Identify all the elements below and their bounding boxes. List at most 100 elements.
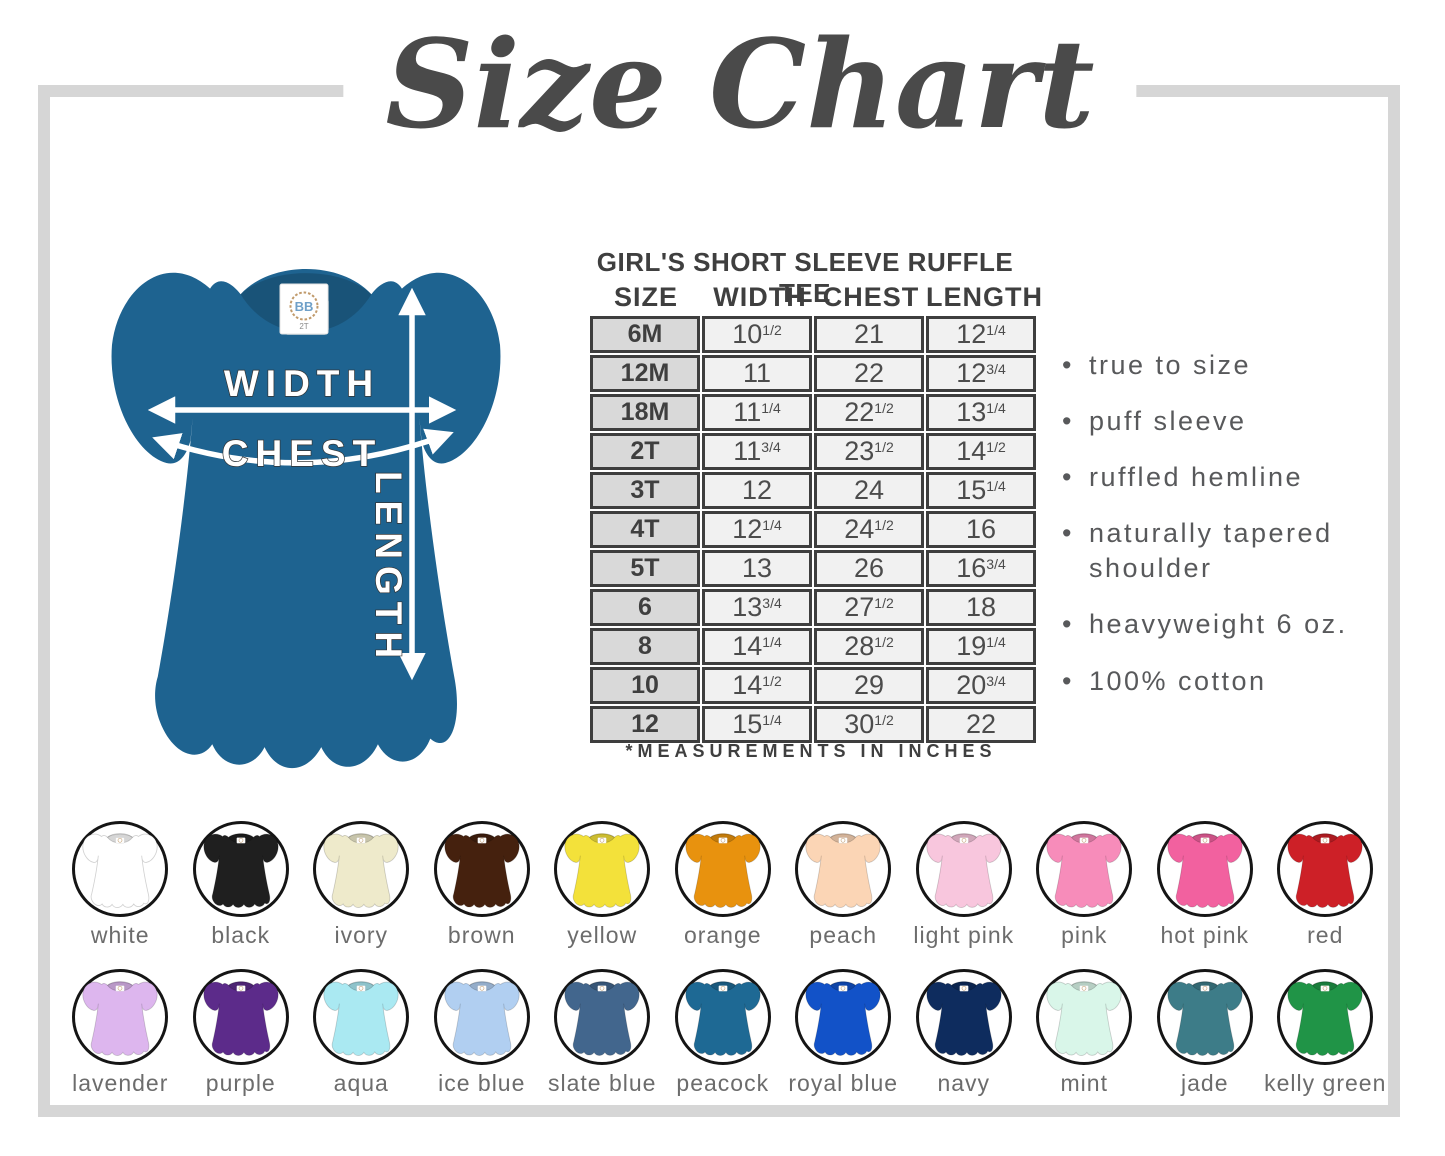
size-table: 6M 101/2 21 121/4 12M 11 22 123/4 18M 111/4 221/2 1… [588,314,1038,745]
measurement-cell: 18 [926,589,1036,626]
measurement-cell: 191/4 [926,628,1036,665]
measurement-cell: 29 [814,667,924,704]
page-title: Size Chart [343,4,1137,165]
swatch-label: light pink [913,922,1015,948]
swatch-shirt-icon [1287,981,1363,1056]
swatch-purple: purple [181,969,302,1097]
swatch-circle [1156,821,1253,917]
swatch-label: peach [809,922,878,948]
measurement-cell: 131/4 [926,394,1036,431]
swatch-shirt-icon [1287,833,1363,908]
swatch-jade: jade [1145,969,1266,1097]
size-cell: 3T [590,472,700,509]
measurement-cell: 22 [926,706,1036,743]
feature-item: • ruffled hemline [1062,460,1412,495]
swatch-pink: pink [1024,821,1145,949]
measurement-cell: 21 [814,316,924,353]
swatch-navy: navy [904,969,1025,1097]
swatch-label: slate blue [548,1070,657,1096]
measurement-cell: 151/4 [926,472,1036,509]
swatch-brown: brown [422,821,543,949]
swatch-row: white black ivory brown yellow orange peach lig… [60,821,1386,969]
measurement-cell: 13 [702,550,812,587]
size-row: 8 141/4 281/2 191/4 [590,628,1036,665]
column-header: SIZE [613,282,678,312]
measurement-cell: 22 [814,355,924,392]
shirt-measurement-diagram: BB 2T WIDTH CHEST LENGTH [109,266,503,771]
swatch-shirt-icon [685,833,761,908]
measurement-cell: 241/2 [814,511,924,548]
bullet-icon: • [1062,518,1074,549]
measurement-cell: 133/4 [702,589,812,626]
bullet-icon: • [1062,462,1074,493]
length-label: LENGTH [368,471,409,665]
swatch-label: kelly green [1264,1070,1387,1096]
swatch-circle [915,969,1012,1065]
swatch-circle [554,821,651,917]
tag-size-label: 2T [299,322,308,331]
swatch-circle [674,969,771,1065]
swatch-label: orange [683,922,762,948]
swatch-shirt-icon [1046,833,1122,908]
measurement-cell: 123/4 [926,355,1036,392]
bullet-icon: • [1062,665,1074,696]
swatch-label: ivory [334,922,389,948]
swatch-label: navy [937,1070,991,1096]
swatch-orange: orange [663,821,784,949]
feature-list: • true to size • puff sleeve • ruffled hemlin… [1062,348,1412,720]
measurements-note: *MEASUREMENTS IN INCHES [625,741,997,761]
swatch-royal-blue: royal blue [783,969,904,1097]
swatch-shirt-icon [444,833,520,908]
bullet-icon: • [1062,350,1074,380]
swatch-label: royal blue [788,1070,899,1096]
measurement-cell: 24 [814,472,924,509]
size-cell: 6M [590,316,700,353]
measurement-cell: 12 [702,472,812,509]
swatch-light-pink: light pink [904,821,1025,949]
feature-text: heavyweight 6 oz. [1088,609,1348,640]
swatch-peach: peach [783,821,904,949]
feature-text: ruffled hemline [1088,462,1304,493]
size-cell: 18M [590,394,700,431]
swatch-circle [72,821,169,917]
swatch-shirt-icon [1046,981,1122,1056]
chest-label: CHEST [222,433,382,474]
measurement-cell: 121/4 [926,316,1036,353]
swatch-circle [1036,969,1133,1065]
swatch-shirt-icon [805,833,881,908]
swatch-label: jade [1181,1070,1229,1096]
swatch-label: aqua [333,1070,389,1096]
measurement-cell: 141/2 [702,667,812,704]
size-cell: 10 [590,667,700,704]
swatch-circle [313,969,410,1065]
swatch-mint: mint [1024,969,1145,1097]
column-header: LENGTH [926,282,1043,312]
swatch-label: pink [1061,922,1108,948]
measurement-cell: 203/4 [926,667,1036,704]
swatch-aqua: aqua [301,969,422,1097]
feature-text: puff sleeve [1088,406,1247,437]
swatch-circle [72,969,169,1065]
swatch-circle [795,821,892,917]
swatch-yellow: yellow [542,821,663,949]
measurement-cell: 231/2 [814,433,924,470]
measurement-cell: 11 [702,355,812,392]
swatch-shirt-icon [82,833,158,908]
swatch-kelly-green: kelly green [1264,969,1387,1097]
feature-item: • true to size [1062,348,1412,383]
measurement-cell: 16 [926,511,1036,548]
measurement-cell: 113/4 [702,433,812,470]
swatch-black: black [181,821,302,949]
swatch-circle [192,969,289,1065]
swatch-label: white [90,922,150,948]
swatch-peacock: peacock [663,969,784,1097]
swatch-circle [433,821,530,917]
size-row: 18M 111/4 221/2 131/4 [590,394,1036,431]
swatch-label: yellow [567,922,638,948]
size-table-section: SIZE WIDTH CHEST LENGTH 6M 101/2 21 121/4 12M 11… [588,282,1043,745]
swatch-circle [313,821,410,917]
tag-logo: BB [295,299,314,314]
feature-text: 100% cotton [1088,665,1267,696]
swatch-circle [192,821,289,917]
measurement-cell: 101/2 [702,316,812,353]
